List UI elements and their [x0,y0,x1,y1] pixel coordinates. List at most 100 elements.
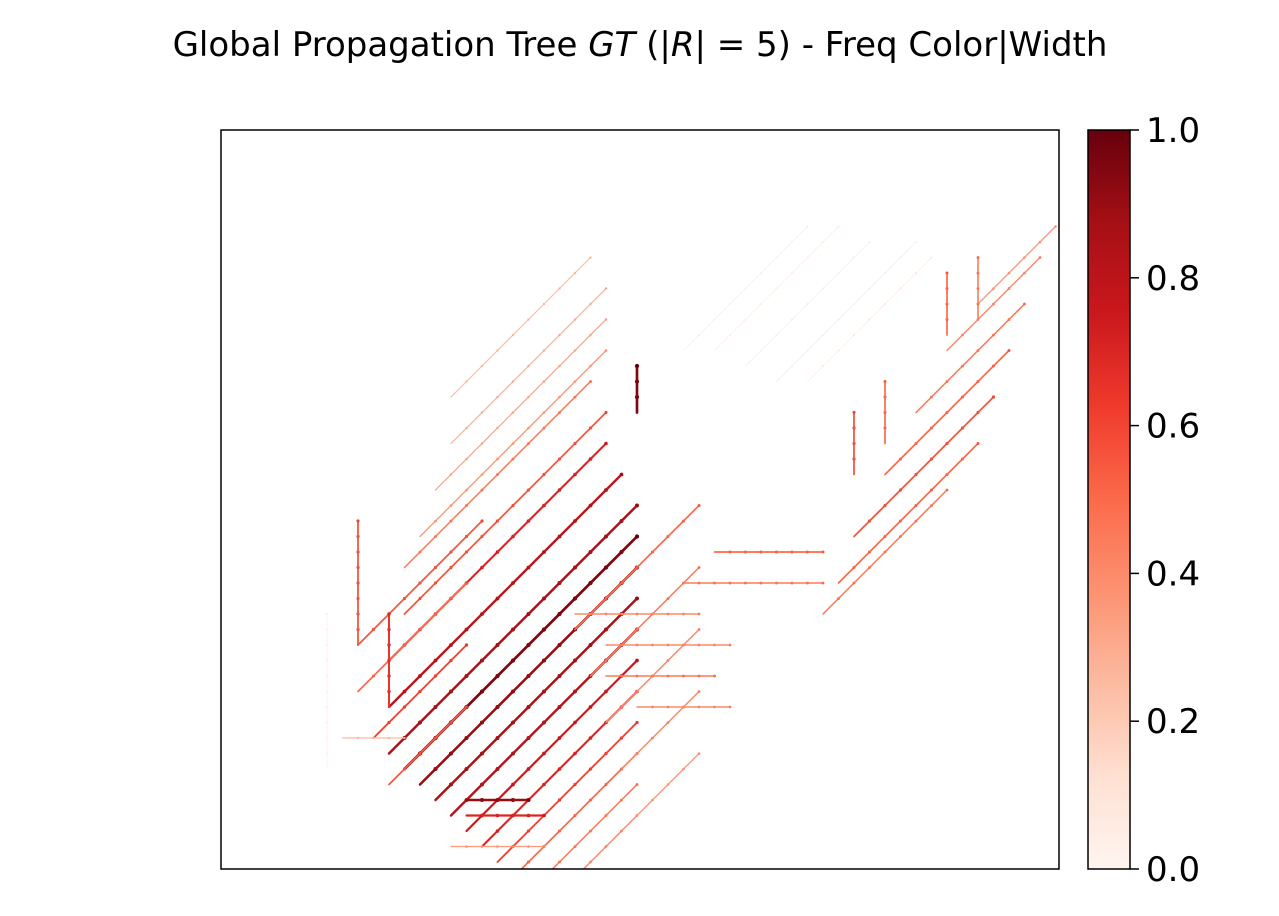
edge [573,504,592,523]
edge [527,690,546,709]
edge [760,334,777,351]
edge [496,752,515,771]
edge-arrowhead [1038,256,1042,259]
edge [589,287,607,305]
edge [558,272,576,290]
edge [403,721,422,740]
edge-arrowhead [634,534,640,539]
edge [1039,225,1057,243]
edge [604,612,623,631]
edge [636,675,654,693]
edge [543,830,561,848]
edge [946,427,964,445]
edge [683,334,700,351]
edge [915,396,933,414]
edge [667,520,685,538]
edge [512,396,530,414]
edge [434,783,453,802]
edge [869,272,886,289]
edge [573,736,592,755]
edge [558,318,576,336]
edge [372,613,390,631]
edge [822,226,839,243]
edge [961,318,979,336]
edge [419,737,437,755]
edge [868,504,886,522]
edge [496,721,515,740]
edge [745,350,762,367]
edge [604,473,623,492]
edge-arrowhead [589,256,592,259]
edge [776,241,793,258]
edge [682,752,700,770]
edge [419,566,437,584]
edge [620,721,638,739]
edge [527,814,545,832]
edge [604,550,623,569]
edge [573,581,592,600]
edge [403,628,421,646]
edge [558,845,576,863]
edge [511,612,530,631]
edge [527,659,546,678]
edge [450,380,468,398]
edge [760,288,777,305]
edge [620,814,638,832]
edge [450,427,468,445]
edge [884,535,902,553]
edge [511,674,530,693]
edge [543,799,561,817]
edge [434,752,453,771]
edge [574,365,592,383]
edge [589,535,608,554]
edge [544,893,560,909]
edge-arrowhead [635,658,639,663]
edge [481,473,499,491]
edge [807,288,824,305]
title-gt: GT [588,25,637,65]
edge [620,783,638,801]
edge [542,736,561,755]
edge [558,380,576,398]
edge [574,303,592,321]
edge [667,644,685,662]
edge [527,411,545,429]
edge [605,830,623,848]
edge [573,705,592,724]
edge [977,396,995,414]
edge [558,721,577,740]
edge-arrowhead [1023,302,1026,306]
edge [992,287,1010,305]
edge [838,257,855,274]
edge [529,878,545,894]
edge [1008,272,1026,290]
edge [481,458,499,476]
edge [465,535,483,553]
edge [589,442,608,461]
edge [822,272,839,289]
edge [589,349,607,367]
edge [558,566,577,585]
edge [868,535,886,553]
edge [465,659,484,678]
edge [527,473,545,491]
edge [605,799,623,817]
edge [853,319,870,336]
edge [636,551,654,569]
edge [667,706,685,724]
edge [651,659,669,677]
edge [388,644,406,662]
edge [589,814,607,832]
edge [449,767,468,786]
edge [496,334,514,352]
edge [496,458,514,476]
edge [558,814,576,832]
edge [465,489,483,507]
edge-arrowhead [558,892,561,895]
edges-layer [326,225,1057,909]
edge-arrowhead [604,441,608,446]
edge [729,319,746,336]
edge-arrowhead [635,783,639,786]
edge [791,303,808,320]
